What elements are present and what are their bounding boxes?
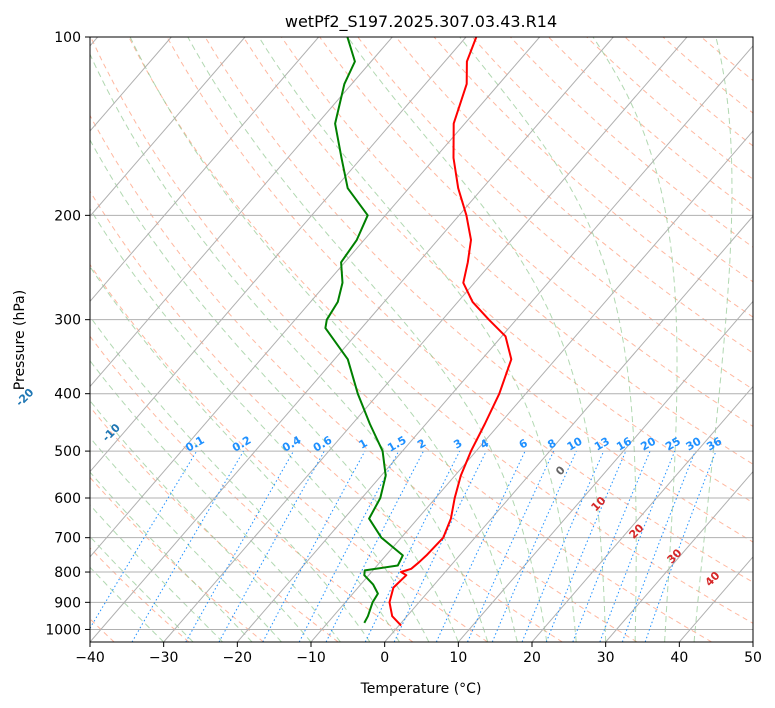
x-tick-label: 20 bbox=[523, 650, 541, 666]
isotherm bbox=[384, 215, 753, 642]
mixing-ratio-line bbox=[491, 450, 577, 642]
mixing-ratio-line bbox=[90, 450, 198, 630]
x-tick-label: 50 bbox=[744, 650, 762, 666]
y-tick-label: 200 bbox=[54, 208, 81, 224]
plot-frame bbox=[89, 36, 754, 643]
dry-adiabat bbox=[90, 263, 488, 642]
moist-adiabat bbox=[90, 207, 430, 642]
isotherm bbox=[163, 37, 688, 642]
isotherm bbox=[605, 470, 753, 642]
moist-adiabat bbox=[258, 37, 577, 642]
moist-adiabat bbox=[90, 315, 371, 642]
moist-adiabat bbox=[90, 359, 341, 642]
y-axis-label: Pressure (hPa) bbox=[12, 290, 28, 390]
temperature-profile bbox=[388, 37, 513, 627]
mixing-ratio-line bbox=[467, 450, 555, 642]
moist-adiabat bbox=[90, 535, 194, 642]
dry-adiabat bbox=[357, 37, 753, 390]
mixing-ratio-line bbox=[599, 450, 676, 642]
mixing-ratio-line bbox=[262, 450, 366, 642]
isotherm bbox=[236, 45, 753, 642]
mixing-ratio-line bbox=[621, 450, 696, 642]
isotherm bbox=[90, 37, 467, 473]
y-tick-label: 700 bbox=[54, 531, 81, 547]
x-tick-label: −20 bbox=[223, 650, 253, 666]
x-tick-label: −10 bbox=[296, 650, 326, 666]
mixing-ratio-line bbox=[644, 450, 717, 642]
moist-adiabat bbox=[592, 37, 678, 642]
x-tick-label: 30 bbox=[597, 650, 615, 666]
y-tick-label: 300 bbox=[54, 313, 81, 329]
mixing-ratio-line bbox=[545, 450, 627, 642]
isotherm bbox=[90, 37, 320, 303]
x-tick-label: 10 bbox=[449, 650, 467, 666]
dry-adiabat bbox=[280, 37, 753, 465]
moist-adiabat bbox=[459, 37, 637, 642]
moist-adiabat bbox=[90, 138, 459, 642]
moist-adiabat bbox=[90, 471, 253, 642]
y-tick-label: 400 bbox=[54, 387, 81, 403]
y-tick-label: 600 bbox=[54, 491, 81, 507]
dry-adiabat bbox=[90, 190, 563, 642]
dry-adiabat bbox=[242, 37, 753, 504]
moist-adiabat bbox=[90, 566, 165, 642]
isotherm bbox=[457, 300, 753, 642]
mixing-ratio-line bbox=[185, 450, 294, 642]
dry-adiabat bbox=[90, 406, 339, 642]
data-series bbox=[324, 37, 513, 627]
moist-adiabat bbox=[90, 53, 489, 642]
mixing-ratio-line bbox=[572, 450, 651, 642]
y-tick-label: 900 bbox=[54, 595, 81, 611]
chart-title: wetPf2_S197.2025.307.03.43.R14 bbox=[285, 12, 557, 32]
dewpoint-profile bbox=[324, 37, 404, 624]
x-tick-label: 40 bbox=[670, 650, 688, 666]
mixing-ratio-line bbox=[364, 450, 461, 642]
y-tick-label: 500 bbox=[54, 444, 81, 460]
axis-ticks: −40 −30 −20 −10 0 10 20 30 40 50 1000 900 800 700 600 5… bbox=[45, 30, 762, 666]
dry-adiabat bbox=[90, 114, 638, 642]
x-tick-label: −30 bbox=[149, 650, 179, 666]
y-tick-label: 1000 bbox=[45, 622, 81, 638]
isotherm bbox=[90, 37, 541, 558]
mixing-ratio-line bbox=[325, 450, 424, 642]
mixing-ratio-line bbox=[521, 450, 605, 642]
isotherm bbox=[90, 37, 246, 217]
y-tick-label: 100 bbox=[54, 30, 81, 46]
isotherm bbox=[90, 37, 393, 388]
x-tick-label: 0 bbox=[380, 650, 389, 666]
dry-adiabat bbox=[128, 37, 753, 624]
x-tick-label: −40 bbox=[75, 650, 105, 666]
moist-adiabat bbox=[90, 265, 400, 642]
background-lines bbox=[90, 37, 753, 642]
moist-adiabat bbox=[129, 37, 518, 642]
isotherm bbox=[90, 37, 614, 642]
dry-adiabat bbox=[395, 37, 753, 354]
dry-adiabat bbox=[471, 37, 753, 283]
moist-adiabat bbox=[347, 37, 607, 642]
moist-adiabat bbox=[693, 37, 733, 642]
isotherm bbox=[531, 385, 753, 642]
dry-adiabat bbox=[90, 476, 264, 642]
x-axis-label: Temperature (°C) bbox=[360, 681, 482, 697]
mixing-ratio-line bbox=[218, 450, 325, 642]
isotherm bbox=[310, 130, 753, 642]
y-tick-label: 800 bbox=[54, 565, 81, 581]
